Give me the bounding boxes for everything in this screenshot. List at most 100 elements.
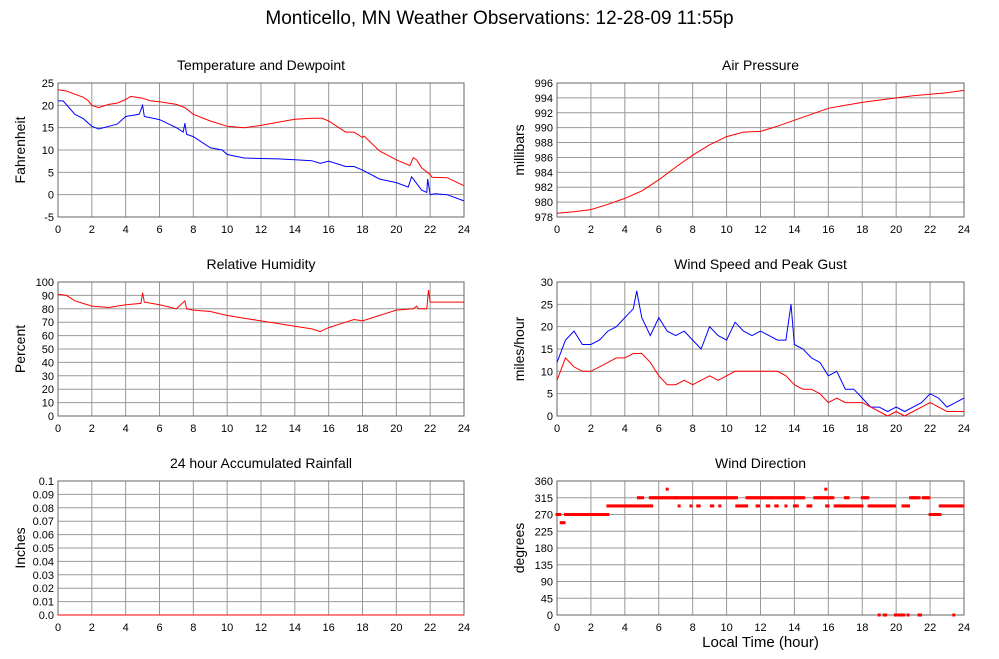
y-tick-label: 0.09: [33, 489, 54, 501]
y-tick-label: 30: [541, 277, 553, 289]
y-axis-label: degrees: [511, 523, 527, 574]
y-tick-label: 994: [535, 93, 553, 105]
y-tick-label: 180: [535, 543, 553, 555]
chart-title: Wind Direction: [715, 455, 806, 471]
x-tick-label: 8: [690, 423, 696, 435]
plot-frame: [556, 480, 965, 616]
y-tick-label: 0.08: [33, 503, 54, 515]
x-tick-label: 0: [554, 224, 560, 236]
x-tick-label: 18: [856, 224, 868, 236]
y-tick-label: 992: [535, 108, 553, 120]
y-tick-label: 20: [42, 100, 54, 112]
series-wind-speed-line: [556, 353, 964, 417]
wind-direction-point: [825, 496, 829, 500]
x-tick-label: 24: [458, 622, 470, 634]
x-tick-label: 10: [221, 423, 233, 435]
wind-direction-point: [918, 613, 922, 617]
plot-frame: [57, 281, 465, 417]
series-pressure-line: [556, 89, 965, 214]
x-tick-label: 8: [690, 224, 696, 236]
wind-direction-point: [711, 504, 715, 508]
wind-direction-point: [784, 504, 788, 508]
x-tick-label: 6: [656, 423, 662, 435]
x-tick-label: 2: [588, 423, 594, 435]
y-axis-label: miles/hour: [511, 316, 527, 381]
x-tick-label: 4: [622, 423, 628, 435]
wind-direction-point: [745, 504, 749, 508]
x-tick-label: 20: [890, 423, 902, 435]
y-tick-label: 50: [42, 344, 54, 356]
series-temperature-line: [57, 89, 465, 187]
x-tick-label: 10: [221, 622, 233, 634]
wind-direction-point: [775, 504, 779, 508]
wind-direction-point: [877, 613, 881, 617]
x-tick-label: 14: [289, 423, 301, 435]
y-tick-label: 10: [541, 366, 553, 378]
x-tick-label: 8: [190, 224, 196, 236]
wind-direction-point: [697, 504, 701, 508]
chart-title: Temperature and Dewpoint: [177, 57, 345, 73]
y-tick-label: 0: [48, 190, 54, 202]
x-tick-label: 0: [554, 423, 560, 435]
x-tick-label: 14: [289, 622, 301, 634]
chart-panel-4: Wind Speed and Peak Gust miles/hour 0 5 10 15…: [511, 256, 970, 435]
y-tick-label: 15: [541, 344, 553, 356]
wind-direction-point: [961, 504, 965, 508]
wind-direction-point: [757, 504, 761, 508]
y-tick-label: 70: [42, 317, 54, 329]
x-tick-label: 24: [458, 423, 470, 435]
x-tick-label: 10: [720, 423, 732, 435]
wind-direction-point: [809, 504, 813, 508]
x-tick-label: 2: [588, 224, 594, 236]
y-tick-label: 986: [535, 152, 553, 164]
y-tick-label: 0.05: [33, 543, 54, 555]
plot-frame: [556, 281, 965, 417]
x-tick-label: 18: [356, 423, 368, 435]
x-tick-label: 22: [924, 423, 936, 435]
y-tick-label: 225: [535, 526, 553, 538]
y-tick-label: 982: [535, 182, 553, 194]
wind-direction-point: [824, 487, 828, 491]
x-tick-label: 6: [656, 622, 662, 634]
chart-panel-2: Air Pressure millibars 978 980 982 984 986 988 9…: [511, 57, 970, 236]
x-tick-label: 20: [390, 224, 402, 236]
chart-title: Air Pressure: [722, 57, 799, 73]
y-tick-label: 0.0: [39, 610, 54, 622]
wind-direction-point: [734, 496, 738, 500]
x-tick-label: 4: [622, 224, 628, 236]
x-tick-label: 24: [458, 224, 470, 236]
wind-direction-point: [650, 504, 654, 508]
y-tick-label: 60: [42, 331, 54, 343]
x-tick-label: 4: [123, 224, 129, 236]
y-tick-label: 0.02: [33, 583, 54, 595]
wind-direction-point: [917, 496, 921, 500]
wind-direction-point: [638, 496, 642, 500]
y-tick-label: 5: [48, 167, 54, 179]
x-tick-label: 16: [822, 423, 834, 435]
wind-direction-point: [802, 496, 806, 500]
wind-direction-point: [831, 496, 835, 500]
series-dewpoint-line: [58, 100, 465, 202]
y-tick-label: 90: [541, 577, 553, 589]
x-tick-label: 24: [958, 622, 970, 634]
x-tick-label: 18: [356, 224, 368, 236]
wind-direction-point: [884, 613, 888, 617]
x-tick-label: 0: [554, 622, 560, 634]
y-tick-label: 135: [535, 560, 553, 572]
y-tick-label: 0.07: [33, 516, 54, 528]
x-tick-label: 14: [788, 423, 800, 435]
plot-frame: [57, 82, 465, 218]
wind-direction-point: [767, 504, 771, 508]
x-tick-label: 16: [323, 622, 335, 634]
wind-direction-point: [902, 613, 906, 617]
wind-direction-point: [826, 504, 830, 508]
x-tick-label: 10: [221, 224, 233, 236]
x-tick-label: 12: [754, 423, 766, 435]
wind-direction-point: [907, 504, 911, 508]
chart-panel-5: 24 hour Accumulated RainfallInches0.00.0…: [12, 455, 470, 634]
x-tick-label: 22: [424, 423, 436, 435]
y-tick-label: 25: [541, 299, 553, 311]
y-tick-label: 315: [535, 493, 553, 505]
y-tick-label: 40: [42, 357, 54, 369]
y-tick-label: 996: [535, 78, 553, 90]
